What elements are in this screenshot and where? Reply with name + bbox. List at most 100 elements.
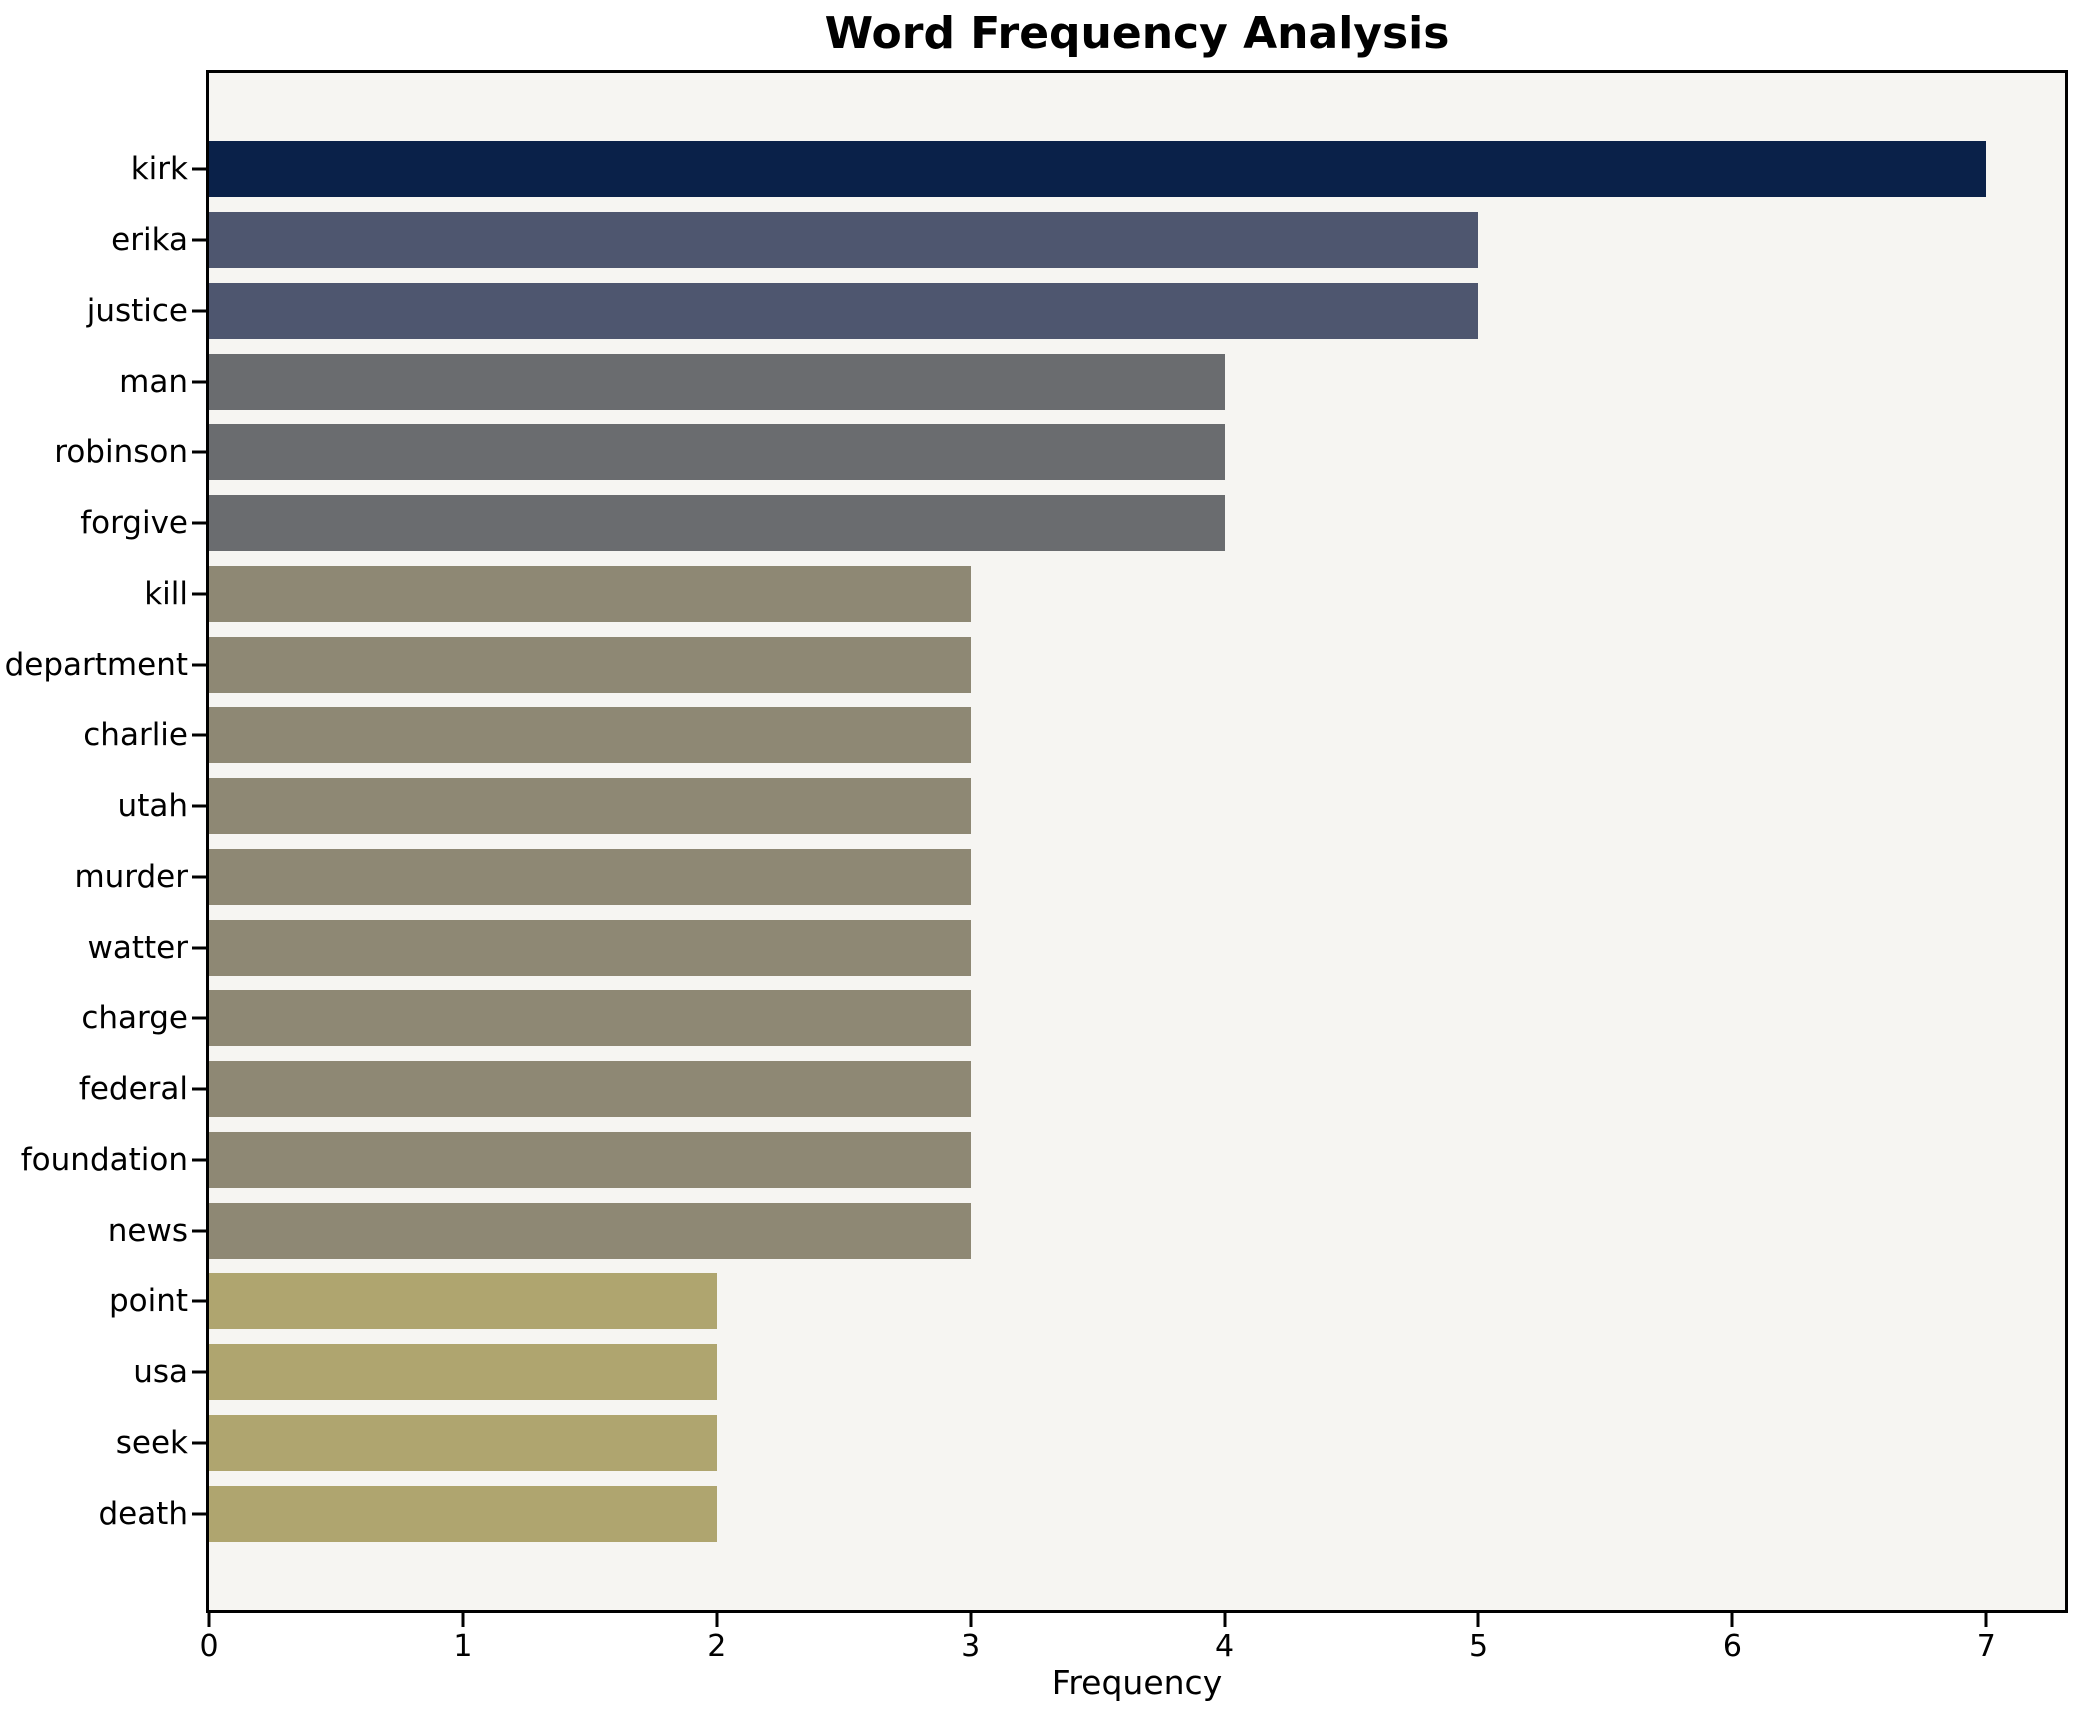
y-tick-justice <box>192 309 206 313</box>
y-label-seek: seek <box>115 1424 188 1461</box>
bar-row-erika: erika <box>111 205 2065 276</box>
y-label-point: point <box>108 1283 188 1320</box>
bar-charge <box>209 990 971 1047</box>
y-label-watter: watter <box>87 929 188 966</box>
y-tick-erika <box>192 238 206 242</box>
y-tick-murder <box>192 875 206 879</box>
bar-utah <box>209 778 971 835</box>
bar-row-point: point <box>109 1266 2065 1337</box>
y-tick-news <box>192 1229 206 1233</box>
x-tick-label-6: 6 <box>1722 1629 1742 1664</box>
y-label-usa: usa <box>133 1354 188 1391</box>
y-tick-man <box>192 380 206 384</box>
x-tick-mark-3 <box>969 1613 973 1627</box>
bar-murder <box>209 848 971 905</box>
x-tick-label-4: 4 <box>1215 1629 1235 1664</box>
y-label-federal: federal <box>78 1071 188 1108</box>
x-tick-mark-7 <box>1984 1613 1988 1627</box>
y-tick-watter <box>192 946 206 950</box>
y-label-kirk: kirk <box>130 151 188 188</box>
y-tick-department <box>192 663 206 667</box>
chart-title: Word Frequency Analysis <box>824 8 1450 59</box>
y-tick-seek <box>192 1441 206 1445</box>
y-tick-forgive <box>192 521 206 525</box>
x-tick-mark-6 <box>1730 1613 1734 1627</box>
y-label-charlie: charlie <box>83 717 188 754</box>
y-tick-utah <box>192 804 206 808</box>
y-tick-federal <box>192 1087 206 1091</box>
bar-row-utah: utah <box>118 771 2065 842</box>
y-tick-death <box>192 1512 206 1516</box>
bar-kirk <box>209 141 1987 198</box>
bar-federal <box>209 1061 971 1118</box>
x-axis-title: Frequency <box>1051 1663 1223 1702</box>
y-label-erika: erika <box>111 222 188 259</box>
y-tick-usa <box>192 1370 206 1374</box>
y-tick-foundation <box>192 1158 206 1162</box>
bar-point <box>209 1273 717 1330</box>
bar-row-department: department <box>5 629 2065 700</box>
bar-man <box>209 353 1225 410</box>
bar-rows: kirk erika justice man robinson forgive kill de… <box>5 73 2065 1610</box>
bar-row-kirk: kirk <box>131 134 2065 205</box>
x-axis: 0 1 2 3 4 5 6 7 <box>199 1613 2065 1683</box>
bar-watter <box>209 919 971 976</box>
y-label-robinson: robinson <box>54 434 188 471</box>
bar-erika <box>209 212 1479 269</box>
bar-seek <box>209 1414 717 1471</box>
bar-row-seek: seek <box>116 1408 2065 1479</box>
y-label-murder: murder <box>74 858 188 895</box>
x-tick-mark-5 <box>1476 1613 1480 1627</box>
y-tick-kill <box>192 592 206 596</box>
x-tick-mark-1 <box>461 1613 465 1627</box>
bar-row-justice: justice <box>87 276 2065 347</box>
bar-row-kill: kill <box>144 559 2065 630</box>
bar-row-charlie: charlie <box>83 700 2065 771</box>
x-tick-label-3: 3 <box>961 1629 981 1664</box>
x-tick-label-2: 2 <box>707 1629 727 1664</box>
y-label-foundation: foundation <box>20 1141 188 1178</box>
y-tick-kirk <box>192 167 206 171</box>
bar-row-forgive: forgive <box>80 488 2065 559</box>
bar-department <box>209 636 971 693</box>
bar-row-news: news <box>108 1195 2065 1266</box>
bar-charlie <box>209 707 971 764</box>
bar-foundation <box>209 1131 971 1188</box>
y-label-death: death <box>98 1495 188 1532</box>
y-label-charge: charge <box>81 1000 188 1037</box>
bar-usa <box>209 1344 717 1401</box>
bar-robinson <box>209 424 1225 481</box>
x-tick-label-7: 7 <box>1976 1629 1996 1664</box>
x-tick-label-1: 1 <box>453 1629 473 1664</box>
y-label-kill: kill <box>144 575 188 612</box>
y-tick-point <box>192 1299 206 1303</box>
bar-row-robinson: robinson <box>54 417 2065 488</box>
bar-justice <box>209 282 1479 339</box>
y-label-utah: utah <box>117 788 188 825</box>
bar-news <box>209 1202 971 1259</box>
x-tick-label-0: 0 <box>199 1629 219 1664</box>
bar-kill <box>209 565 971 622</box>
bar-death <box>209 1485 717 1542</box>
y-label-forgive: forgive <box>80 505 188 542</box>
y-label-justice: justice <box>86 292 188 329</box>
x-tick-mark-0 <box>207 1613 211 1627</box>
bar-row-federal: federal <box>79 1054 2065 1125</box>
bar-row-murder: murder <box>74 842 2065 913</box>
plot-area: kirk erika justice man robinson forgive kill de… <box>5 70 2068 1613</box>
y-label-department: department <box>4 646 188 683</box>
y-label-news: news <box>107 1212 188 1249</box>
bar-row-man: man <box>119 346 2065 417</box>
x-tick-label-5: 5 <box>1468 1629 1489 1664</box>
bar-row-usa: usa <box>133 1337 2065 1408</box>
bar-row-foundation: foundation <box>21 1125 2065 1196</box>
x-tick-mark-4 <box>1223 1613 1227 1627</box>
y-label-man: man <box>119 363 188 400</box>
y-tick-robinson <box>192 450 206 454</box>
x-tick-mark-2 <box>715 1613 719 1627</box>
bar-row-charge: charge <box>81 983 2065 1054</box>
bar-row-death: death <box>98 1478 2065 1549</box>
bar-forgive <box>209 495 1225 552</box>
y-tick-charge <box>192 1016 206 1020</box>
